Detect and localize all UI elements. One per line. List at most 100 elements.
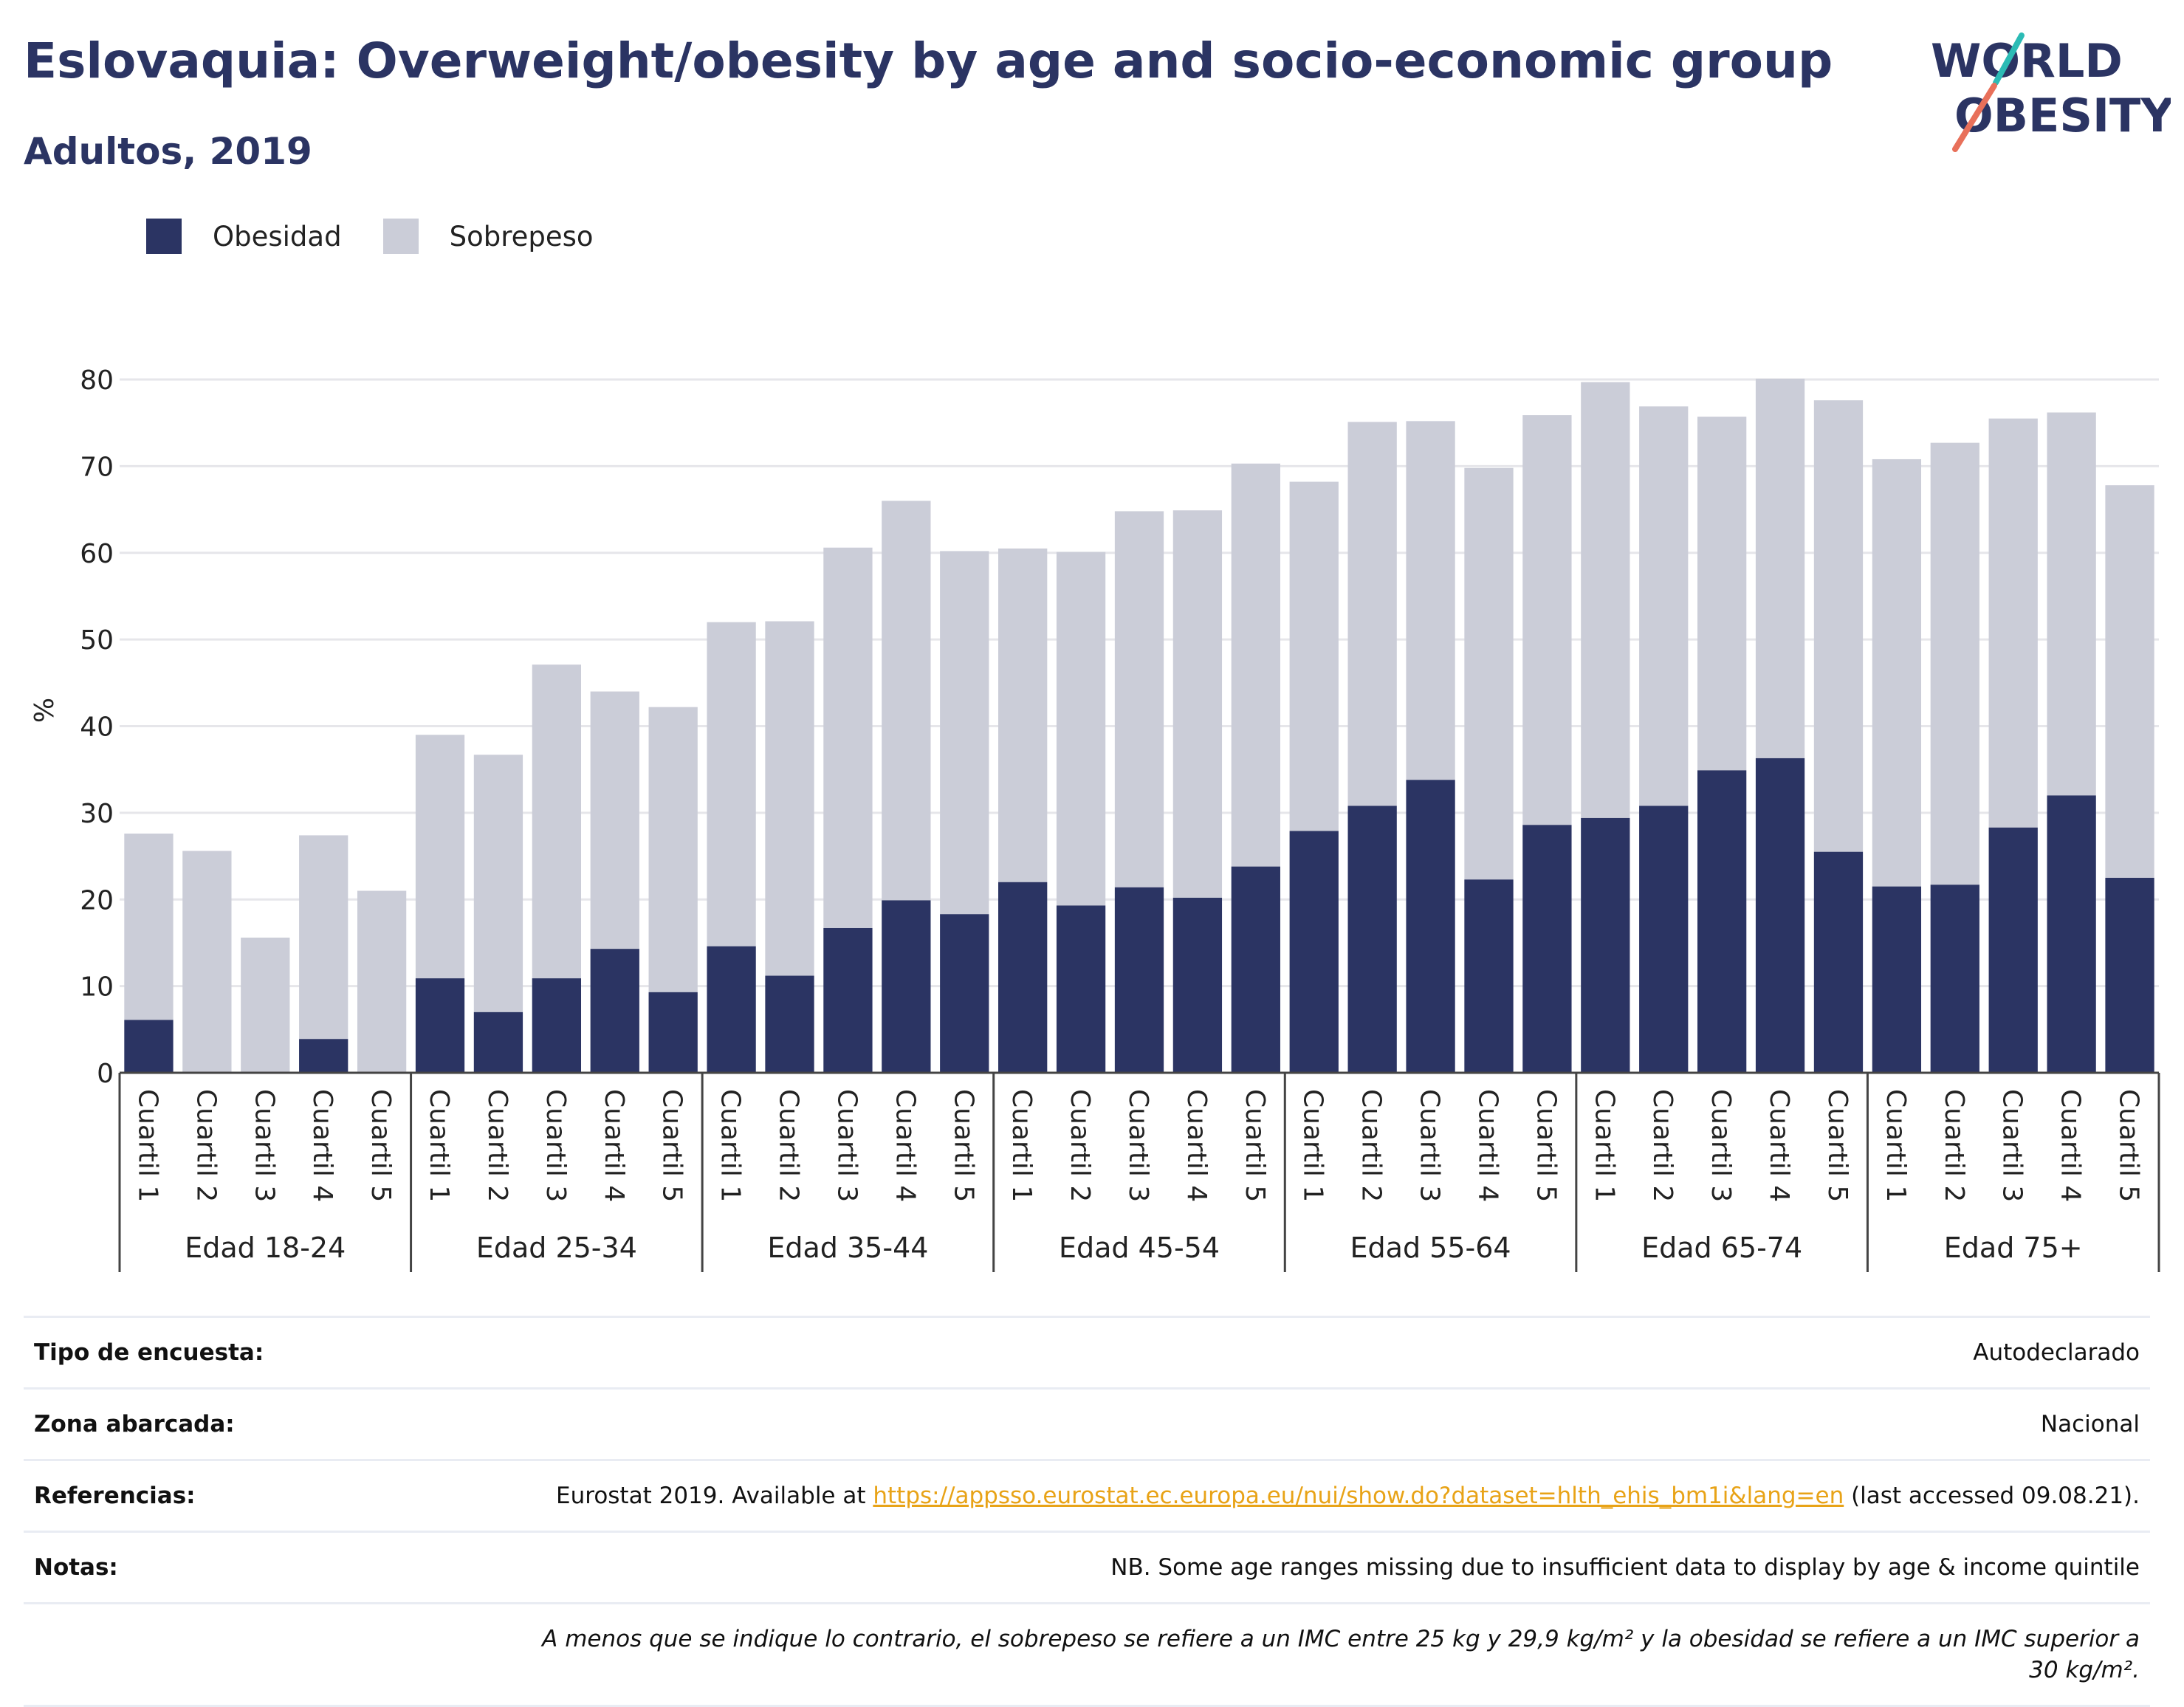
bar-overweight [1872, 458, 1922, 887]
bar-overweight [707, 622, 756, 947]
bar-overweight [1289, 481, 1339, 831]
group-label: Edad 75+ [1944, 1232, 2083, 1264]
bar-overweight [182, 851, 232, 1073]
area-value: Nacional [2040, 1411, 2140, 1438]
info-row-notes: Notas: NB. Some age ranges missing due t… [24, 1531, 2150, 1602]
bar-obesity [1930, 885, 1979, 1073]
survey-type-label: Tipo de encuesta: [34, 1339, 264, 1366]
bars [124, 378, 2154, 1073]
info-row-area: Zona abarcada: Nacional [24, 1387, 2150, 1459]
logo-line1: WORLD [1931, 34, 2123, 88]
category-label: Cuartil 2 [1356, 1089, 1387, 1202]
info-row-survey-type: Tipo de encuesta: Autodeclarado [24, 1316, 2150, 1387]
bar-obesity [415, 978, 465, 1073]
y-tick-label: 40 [80, 712, 114, 743]
legend-item-overweight[interactable]: Sobrepeso [382, 219, 594, 254]
category-label: Cuartil 3 [1123, 1089, 1153, 1202]
bar-overweight [1813, 400, 1864, 852]
bar-obesity [882, 900, 931, 1073]
category-label: Cuartil 4 [307, 1089, 337, 1202]
category-label: Cuartil 5 [1822, 1089, 1852, 1202]
category-label: Cuartil 4 [599, 1089, 629, 1202]
info-row-footnote: A menos que se indique lo contrario, el … [24, 1602, 2150, 1707]
chart-subtitle: Adultos, 2019 [24, 130, 312, 173]
bar-overweight [1639, 406, 1689, 806]
references-label: Referencias: [34, 1483, 196, 1509]
bar-overweight [1930, 442, 1979, 885]
info-row-references: Referencias: Eurostat 2019. Available at… [24, 1459, 2150, 1531]
world-obesity-logo: WORLD OBESITY [1931, 32, 2171, 152]
legend-swatch-overweight [382, 219, 419, 254]
bar-obesity [823, 927, 873, 1073]
category-label: Cuartil 1 [132, 1089, 162, 1202]
category-label: Cuartil 2 [1065, 1089, 1095, 1202]
references-value: Eurostat 2019. Available at https://apps… [556, 1480, 2140, 1511]
bar-obesity [707, 946, 756, 1073]
bar-overweight [1406, 421, 1455, 780]
notes-value: NB. Some age ranges missing due to insuf… [1110, 1554, 2140, 1581]
bar-overweight [1172, 510, 1223, 898]
bar-overweight [1347, 422, 1397, 806]
bar-obesity [1172, 897, 1223, 1073]
legend-label-overweight: Sobrepeso [449, 220, 594, 253]
category-label: Cuartil 2 [1939, 1089, 1969, 1202]
category-label: Cuartil 5 [657, 1089, 687, 1202]
category-label: Cuartil 5 [1240, 1089, 1270, 1202]
logo-line2: OBESITY [1954, 89, 2171, 142]
legend-swatch-obesity [146, 219, 182, 254]
references-prefix: Eurostat 2019. Available at [556, 1483, 873, 1509]
area-label: Zona abarcada: [34, 1411, 235, 1438]
bar-overweight [2047, 412, 2096, 796]
bar-obesity [299, 1039, 348, 1073]
category-label: Cuartil 2 [774, 1089, 804, 1202]
bar-obesity [473, 1012, 523, 1073]
bar-obesity [124, 1020, 174, 1073]
category-label: Cuartil 3 [1415, 1089, 1445, 1202]
y-tick-label: 30 [80, 799, 114, 829]
bar-obesity [590, 949, 639, 1073]
category-label: Cuartil 2 [1647, 1089, 1678, 1202]
bar-obesity [2047, 795, 2096, 1073]
category-label: Cuartil 1 [424, 1089, 454, 1202]
chart-title: Eslovaquia: Overweight/obesity by age an… [24, 32, 1833, 89]
category-label: Cuartil 1 [1589, 1089, 1619, 1202]
category-label: Cuartil 4 [890, 1089, 920, 1202]
category-label: Cuartil 1 [1006, 1089, 1037, 1202]
bar-obesity [1056, 905, 1106, 1073]
bar-obesity [1697, 770, 1747, 1073]
bar-obesity [1872, 886, 1922, 1073]
footnote-text: A menos que se indique lo contrario, el … [542, 1626, 2140, 1683]
group-label: Edad 55-64 [1350, 1232, 1511, 1264]
bar-obesity [940, 914, 989, 1073]
category-label: Cuartil 3 [540, 1089, 571, 1202]
y-tick-label: 60 [80, 539, 114, 569]
logo-coral-slash [1952, 83, 1997, 152]
axes: 0 10 20 30 40 50 60 70 80% Cuartil 1 Cuartil 2 Cuar… [30, 365, 2160, 1272]
info-table: Tipo de encuesta: Autodeclarado Zona aba… [24, 1316, 2150, 1707]
bar-obesity [1755, 758, 1805, 1073]
bar-overweight [1988, 418, 2038, 828]
bar-overweight [1114, 511, 1164, 887]
category-label: Cuartil 3 [1706, 1089, 1736, 1202]
bar-obesity [1581, 817, 1630, 1073]
group-label: Edad 65-74 [1641, 1232, 1802, 1264]
category-label: Cuartil 1 [1881, 1089, 1911, 1202]
bar-overweight [1697, 416, 1747, 771]
legend: Obesidad Sobrepeso [146, 219, 635, 254]
bar-overweight [648, 707, 698, 992]
category-label: Cuartil 2 [482, 1089, 512, 1202]
category-label: Cuartil 4 [1472, 1089, 1503, 1202]
bar-overweight [2105, 485, 2154, 878]
legend-item-obesity[interactable]: Obesidad [146, 219, 342, 254]
category-label: Cuartil 4 [1181, 1089, 1212, 1202]
bar-overweight [823, 547, 873, 928]
y-tick-label: 50 [80, 625, 114, 656]
bar-obesity [1114, 887, 1164, 1073]
category-label: Cuartil 1 [715, 1089, 746, 1202]
category-label: Cuartil 5 [1531, 1089, 1561, 1202]
references-link[interactable]: https://appsso.eurostat.ec.europa.eu/nui… [873, 1483, 1844, 1509]
group-label: Edad 45-54 [1059, 1232, 1220, 1264]
bar-overweight [1522, 415, 1572, 825]
bar-obesity [2105, 877, 2154, 1073]
y-tick-label: 0 [97, 1059, 114, 1089]
